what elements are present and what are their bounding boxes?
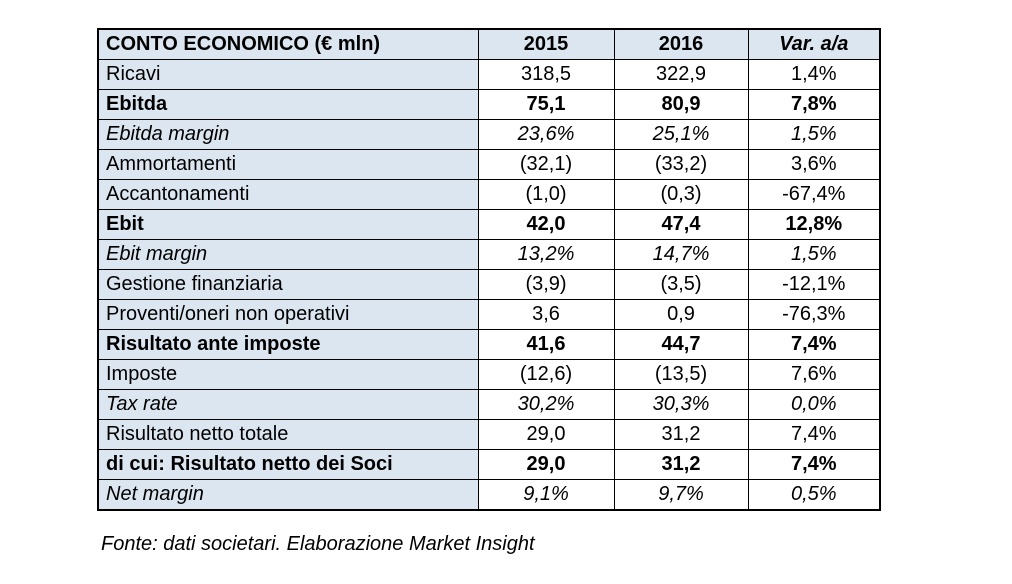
- row-label: Risultato ante imposte: [97, 329, 479, 360]
- value-2016: (13,5): [613, 359, 749, 390]
- row-label: Ricavi: [97, 59, 479, 90]
- value-2016: 31,2: [613, 449, 749, 480]
- row-label: Ebitda: [97, 89, 479, 120]
- value-2015: (12,6): [477, 359, 615, 390]
- value-2015: 29,0: [477, 449, 615, 480]
- value-2015: 318,5: [477, 59, 615, 90]
- header-title: CONTO ECONOMICO (€ mln): [97, 28, 479, 60]
- table-row: di cui: Risultato netto dei Soci 29,0 31…: [97, 449, 881, 480]
- header-var: Var. a/a: [747, 28, 881, 60]
- table-row: Tax rate 30,2% 30,3% 0,0%: [97, 389, 881, 420]
- table-row: Ebitda 75,1 80,9 7,8%: [97, 89, 881, 120]
- table-row: Ebit margin 13,2% 14,7% 1,5%: [97, 239, 881, 270]
- value-2015: 3,6: [477, 299, 615, 330]
- table-body: Ricavi 318,5 322,9 1,4% Ebitda 75,1 80,9…: [97, 59, 881, 511]
- table-row: Imposte (12,6) (13,5) 7,6%: [97, 359, 881, 390]
- value-2016: (3,5): [613, 269, 749, 300]
- value-2016: 80,9: [613, 89, 749, 120]
- value-var: 1,5%: [747, 119, 881, 150]
- table-row: Ebitda margin 23,6% 25,1% 1,5%: [97, 119, 881, 150]
- value-2015: 30,2%: [477, 389, 615, 420]
- table-row: Proventi/oneri non operativi 3,6 0,9 -76…: [97, 299, 881, 330]
- value-2015: (3,9): [477, 269, 615, 300]
- value-2016: (0,3): [613, 179, 749, 210]
- value-2015: 41,6: [477, 329, 615, 360]
- table-row: Ricavi 318,5 322,9 1,4%: [97, 59, 881, 90]
- header-2015: 2015: [477, 28, 615, 60]
- row-label: Ebit margin: [97, 239, 479, 270]
- header-2016: 2016: [613, 28, 749, 60]
- row-label: Gestione finanziaria: [97, 269, 479, 300]
- value-2016: 30,3%: [613, 389, 749, 420]
- value-var: 1,5%: [747, 239, 881, 270]
- value-2016: 44,7: [613, 329, 749, 360]
- value-var: 0,5%: [747, 479, 881, 511]
- value-2015: (32,1): [477, 149, 615, 180]
- value-var: 7,4%: [747, 449, 881, 480]
- table-header: CONTO ECONOMICO (€ mln) 2015 2016 Var. a…: [97, 28, 881, 60]
- table-row: Net margin 9,1% 9,7% 0,5%: [97, 479, 881, 511]
- source-note: Fonte: dati societari. Elaborazione Mark…: [101, 533, 535, 555]
- value-2015: 13,2%: [477, 239, 615, 270]
- value-2016: 322,9: [613, 59, 749, 90]
- row-label: Risultato netto totale: [97, 419, 479, 450]
- table-row: Accantonamenti (1,0) (0,3) -67,4%: [97, 179, 881, 210]
- value-var: 12,8%: [747, 209, 881, 240]
- table-row: Ammortamenti (32,1) (33,2) 3,6%: [97, 149, 881, 180]
- value-var: 0,0%: [747, 389, 881, 420]
- row-label: di cui: Risultato netto dei Soci: [97, 449, 479, 480]
- value-var: 7,4%: [747, 419, 881, 450]
- table-row: Risultato ante imposte 41,6 44,7 7,4%: [97, 329, 881, 360]
- row-label: Net margin: [97, 479, 479, 511]
- value-var: -67,4%: [747, 179, 881, 210]
- value-2015: 29,0: [477, 419, 615, 450]
- value-2016: (33,2): [613, 149, 749, 180]
- header-row: CONTO ECONOMICO (€ mln) 2015 2016 Var. a…: [97, 28, 881, 60]
- row-label: Imposte: [97, 359, 479, 390]
- value-var: 1,4%: [747, 59, 881, 90]
- value-2015: 23,6%: [477, 119, 615, 150]
- value-2016: 14,7%: [613, 239, 749, 270]
- value-var: 7,8%: [747, 89, 881, 120]
- table-row: Ebit 42,0 47,4 12,8%: [97, 209, 881, 240]
- value-2015: 9,1%: [477, 479, 615, 511]
- row-label: Accantonamenti: [97, 179, 479, 210]
- row-label: Tax rate: [97, 389, 479, 420]
- value-2016: 47,4: [613, 209, 749, 240]
- value-var: -76,3%: [747, 299, 881, 330]
- row-label: Ammortamenti: [97, 149, 479, 180]
- table-row: Risultato netto totale 29,0 31,2 7,4%: [97, 419, 881, 450]
- value-2015: (1,0): [477, 179, 615, 210]
- value-var: 7,6%: [747, 359, 881, 390]
- value-2016: 25,1%: [613, 119, 749, 150]
- value-2015: 42,0: [477, 209, 615, 240]
- row-label: Ebitda margin: [97, 119, 479, 150]
- value-2016: 0,9: [613, 299, 749, 330]
- value-var: 7,4%: [747, 329, 881, 360]
- row-label: Ebit: [97, 209, 479, 240]
- row-label: Proventi/oneri non operativi: [97, 299, 479, 330]
- table-row: Gestione finanziaria (3,9) (3,5) -12,1%: [97, 269, 881, 300]
- value-2016: 9,7%: [613, 479, 749, 511]
- value-var: 3,6%: [747, 149, 881, 180]
- conto-economico-table: CONTO ECONOMICO (€ mln) 2015 2016 Var. a…: [97, 28, 881, 511]
- value-2015: 75,1: [477, 89, 615, 120]
- value-2016: 31,2: [613, 419, 749, 450]
- value-var: -12,1%: [747, 269, 881, 300]
